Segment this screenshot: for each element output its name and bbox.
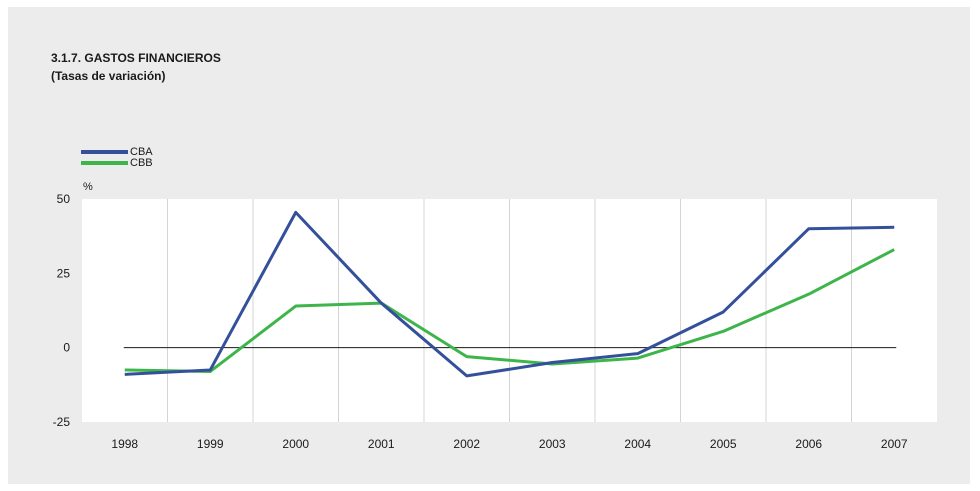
series-line-cba <box>124 210 895 378</box>
legend-swatch-cbb <box>81 161 128 166</box>
legend-label-cbb: CBB <box>130 157 153 169</box>
legend-item-cba: CBA <box>81 146 153 158</box>
y-axis-label: % <box>83 181 93 193</box>
x-tick-label: 2004 <box>624 437 651 451</box>
legend-label-cba: CBA <box>130 146 153 158</box>
chart-title: 3.1.7. GASTOS FINANCIEROS <box>51 51 221 65</box>
x-tick-label: 2003 <box>539 437 566 451</box>
x-tick-label: 2000 <box>282 437 309 451</box>
x-tick-label: 1998 <box>111 437 138 451</box>
y-tick-label: 0 <box>63 341 70 355</box>
y-tick-label: 25 <box>57 266 71 280</box>
x-tick-label: 2002 <box>453 437 480 451</box>
y-tick-label: 50 <box>57 192 71 206</box>
x-tick-label: 2001 <box>368 437 395 451</box>
x-tick-label: 2006 <box>795 437 822 451</box>
legend-item-cbb: CBB <box>81 157 153 169</box>
x-tick-label: 1999 <box>197 437 224 451</box>
y-tick-label: -25 <box>53 415 71 429</box>
series-line-cbb <box>124 248 895 373</box>
x-tick-label: 2007 <box>881 437 908 451</box>
x-tick-label: 2005 <box>710 437 737 451</box>
chart-subtitle: (Tasas de variación) <box>51 69 166 83</box>
legend-swatch-cba <box>81 150 128 155</box>
